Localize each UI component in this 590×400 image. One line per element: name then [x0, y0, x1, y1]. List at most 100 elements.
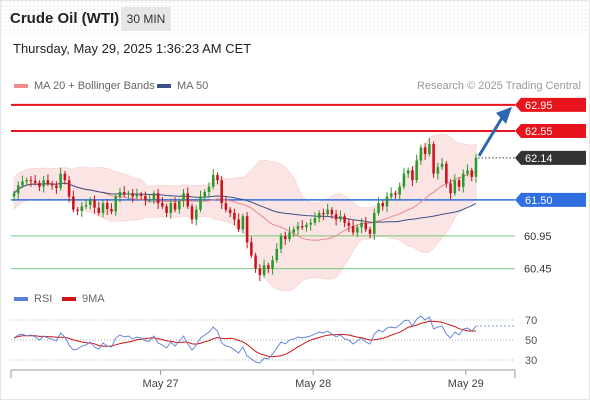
- candle-body: [267, 265, 270, 269]
- legend-ma50-label: MA 50: [177, 80, 209, 92]
- moving-averages-layer: [13, 171, 477, 241]
- candle-body: [389, 193, 393, 197]
- candle-body: [330, 209, 334, 215]
- candle-body: [406, 170, 410, 174]
- candles-layer: [12, 138, 478, 282]
- candle-body: [228, 209, 232, 213]
- candle-body: [305, 224, 308, 228]
- rsi-line: [13, 315, 477, 364]
- rsi-panel: 70 50 30: [11, 315, 537, 367]
- candle-body: [394, 193, 397, 195]
- legend-rsi-swatch: [14, 297, 28, 301]
- candle-body: [309, 222, 312, 225]
- candle-body: [89, 199, 92, 206]
- legend-ma20-swatch: [14, 84, 28, 88]
- candle-body: [46, 180, 50, 184]
- candle-body: [25, 180, 28, 182]
- header-band: [0, 0, 590, 34]
- level-tag-resistance: [515, 97, 586, 112]
- candle-body: [334, 214, 338, 220]
- candle-body: [135, 194, 139, 197]
- forecast-arrow-shaft: [477, 117, 504, 157]
- candle-body: [364, 222, 368, 230]
- level-tag-resistance: [515, 124, 586, 139]
- candle-body: [38, 182, 41, 187]
- candle-body: [161, 203, 164, 207]
- candle-body: [148, 199, 151, 201]
- candle-body: [169, 203, 173, 213]
- candle-body: [93, 199, 96, 208]
- candle-body: [220, 180, 223, 204]
- candle-body: [194, 209, 198, 220]
- candle-body: [470, 170, 474, 177]
- candle-body: [385, 196, 389, 207]
- candle-body: [29, 180, 33, 182]
- candle-body: [343, 216, 346, 223]
- time-tick-label: May 29: [448, 378, 484, 390]
- timeframe-badge[interactable]: 30 MIN: [121, 7, 171, 31]
- candle-body: [292, 229, 296, 233]
- candle-body: [139, 194, 143, 196]
- candle-body: [127, 193, 130, 195]
- candle-body: [445, 163, 448, 184]
- candle-body: [373, 212, 376, 234]
- candle-body: [428, 144, 431, 154]
- level-label-resistance: 62.95: [525, 100, 553, 112]
- candle-body: [436, 167, 440, 174]
- ma50-line: [13, 182, 477, 223]
- candle-body: [199, 196, 202, 210]
- candle-body: [432, 144, 435, 174]
- candle-body: [237, 219, 240, 230]
- candle-body: [216, 174, 219, 181]
- candle-body: [203, 191, 207, 197]
- candle-body: [300, 226, 304, 228]
- candle-body: [21, 181, 24, 186]
- candle-body: [211, 174, 215, 187]
- candle-body: [440, 163, 444, 168]
- bollinger-band-layer: [13, 133, 477, 292]
- candle-body: [97, 207, 101, 213]
- candle-body: [101, 203, 105, 213]
- rsi-tick-label: 30: [525, 355, 537, 367]
- timestamp: Thursday, May 29, 2025 1:36:23 AM CET: [13, 41, 252, 56]
- candle-body: [42, 180, 45, 187]
- candle-body: [377, 203, 380, 213]
- candle-body: [55, 185, 58, 189]
- level-label-current: 62.14: [525, 153, 553, 165]
- candle-body: [114, 196, 117, 212]
- instrument-title: Crude Oil (WTI): [10, 10, 120, 27]
- legend-ma20-label: MA 20 + Bollinger Bands: [34, 80, 155, 92]
- candle-body: [381, 203, 385, 207]
- candle-body: [144, 195, 147, 200]
- bollinger-band: [13, 133, 477, 292]
- candle-body: [398, 186, 401, 195]
- candle-body: [423, 147, 427, 154]
- candle-body: [131, 193, 134, 197]
- candle-body: [16, 185, 20, 194]
- candle-body: [275, 248, 279, 261]
- level-labels-layer: 62.95 62.55 62.14 61.50 60.95 60.45: [515, 97, 586, 276]
- candle-body: [76, 209, 79, 211]
- candle-body: [118, 191, 122, 197]
- legend-rsi-ma-swatch: [62, 297, 76, 301]
- candle-body: [50, 183, 54, 186]
- candle-body: [322, 212, 325, 215]
- candle-body: [33, 180, 37, 183]
- candle-body: [63, 173, 67, 181]
- candle-body: [339, 216, 342, 220]
- candle-body: [313, 218, 317, 223]
- candle-body: [245, 216, 249, 243]
- candle-body: [84, 205, 88, 207]
- candle-body: [80, 206, 84, 211]
- candle-body: [271, 260, 274, 269]
- rsi-tick-label: 70: [525, 315, 537, 327]
- candle-body: [258, 268, 262, 276]
- candle-body: [173, 203, 177, 210]
- candle-body: [279, 235, 283, 249]
- candle-body: [326, 209, 329, 215]
- level-label-support: 60.95: [524, 231, 552, 243]
- time-tick-label: May 28: [295, 378, 331, 390]
- candle-body: [224, 203, 228, 210]
- candle-body: [360, 222, 363, 228]
- candle-body: [12, 193, 16, 197]
